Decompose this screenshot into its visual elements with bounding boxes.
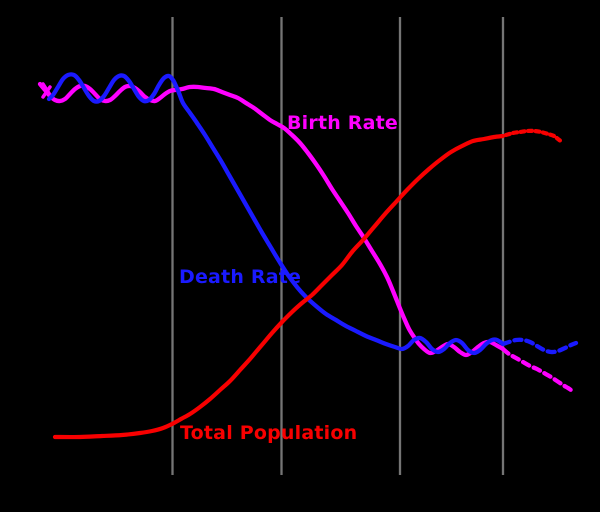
death-rate-curve-projection — [500, 337, 579, 355]
death-rate-label: Death Rate — [179, 266, 302, 288]
birth-rate-curve — [37, 81, 506, 358]
birth-rate-curve-projection — [500, 346, 574, 393]
total-population-curve-projection — [503, 128, 565, 145]
death-rate-curve — [46, 72, 506, 356]
total-population-label: Total Population — [180, 422, 358, 444]
total-population-curve — [52, 133, 506, 440]
birth-rate-label: Birth Rate — [287, 112, 399, 134]
